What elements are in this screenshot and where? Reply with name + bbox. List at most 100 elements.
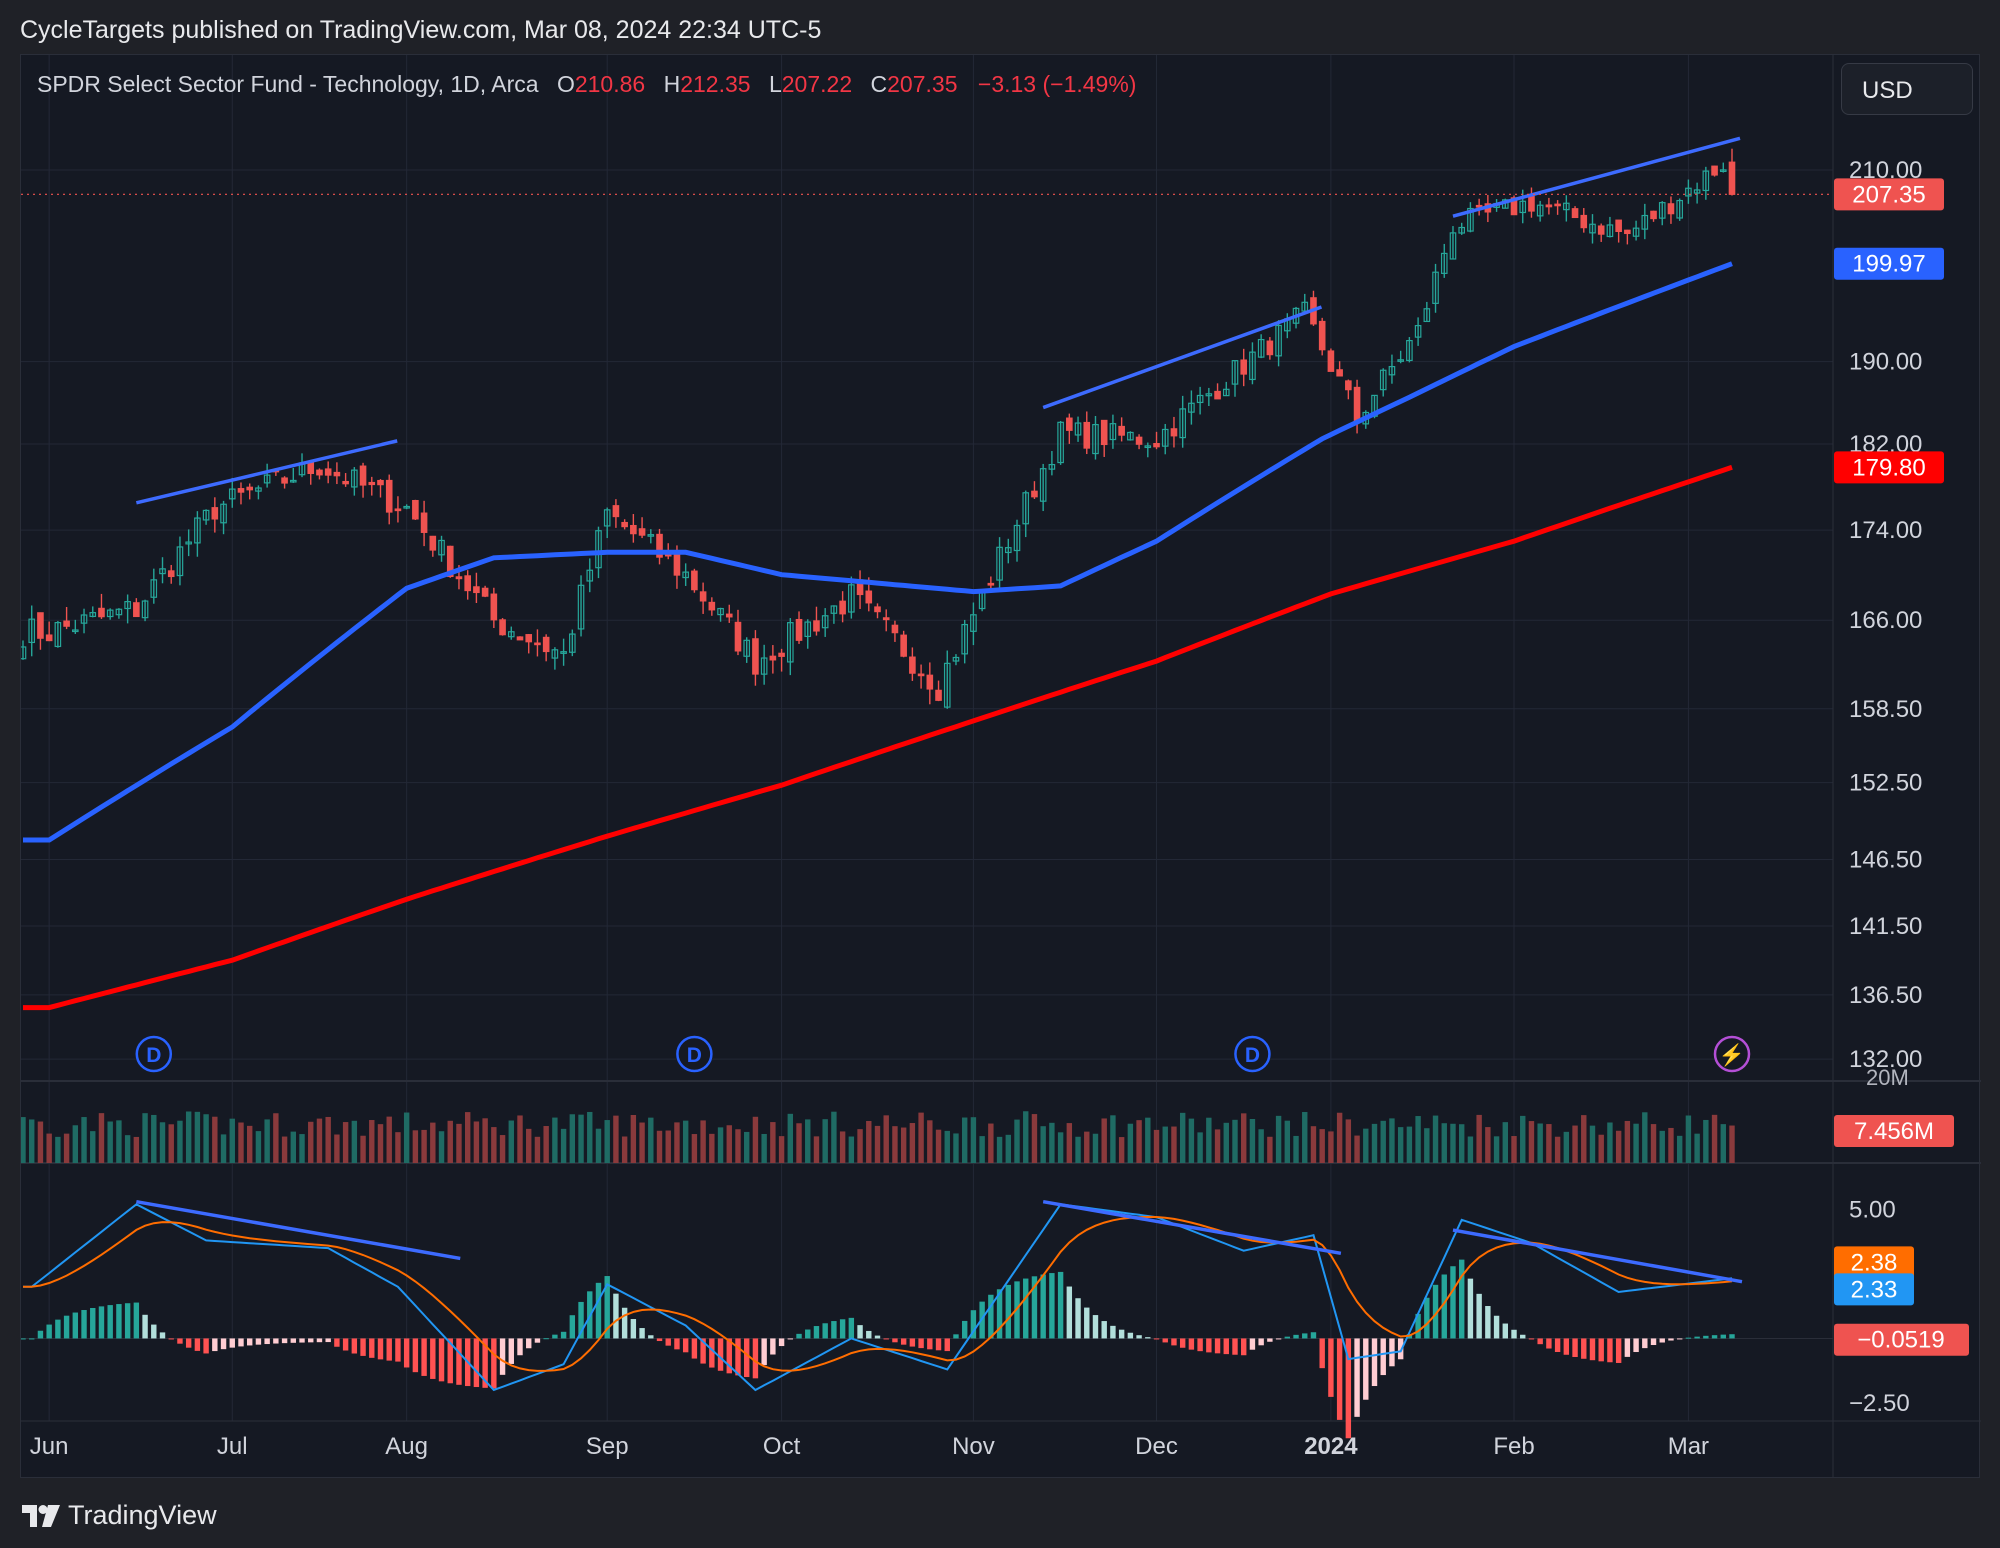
candle-body	[1083, 421, 1091, 449]
candle-body	[106, 609, 114, 618]
candle-body	[1205, 393, 1213, 397]
macd-histogram-bar	[1258, 1338, 1264, 1346]
candle-body	[673, 552, 681, 576]
currency-button[interactable]: USD	[1841, 63, 1973, 115]
macd-histogram-bar	[1188, 1338, 1195, 1350]
price-candle	[1039, 463, 1047, 512]
candle-body	[333, 471, 341, 477]
volume-bar	[1581, 1115, 1587, 1163]
volume-bar	[613, 1115, 619, 1163]
price-candle	[220, 500, 227, 535]
volume-bar	[1293, 1135, 1299, 1163]
price-candle	[1536, 200, 1544, 222]
candle-body	[1597, 225, 1605, 235]
volume-bar	[229, 1118, 235, 1163]
candle-body	[647, 534, 655, 537]
macd-histogram-bar	[883, 1338, 889, 1340]
volume-bar	[1197, 1132, 1203, 1163]
candle-body	[1074, 422, 1082, 436]
price-candle	[1624, 229, 1631, 245]
price-tick-label: 158.50	[1849, 696, 1922, 723]
macd-histogram-bar	[927, 1338, 933, 1350]
candle-body	[1414, 325, 1422, 338]
time-axis-label: Aug	[385, 1433, 428, 1460]
price-candle	[1467, 202, 1474, 233]
candle-body	[804, 621, 812, 638]
macd-histogram-bar	[1668, 1338, 1674, 1341]
macd-histogram-bar	[988, 1294, 994, 1339]
price-candle	[159, 557, 166, 584]
price-candle	[1589, 214, 1596, 244]
macd-histogram-bar	[430, 1338, 436, 1379]
candle-body	[150, 579, 158, 598]
macd-histogram-bar	[395, 1338, 401, 1362]
macd-trend-line	[1452, 1228, 1743, 1284]
macd-histogram-bar	[552, 1334, 558, 1339]
histogram-value-tag-box	[1834, 1323, 1969, 1356]
candle-body	[255, 487, 262, 492]
volume-bar	[961, 1117, 968, 1163]
price-candle	[1214, 383, 1221, 400]
volume-tag: 7.456M	[1834, 1115, 1954, 1147]
candle-body	[1144, 445, 1152, 449]
volume-bar	[447, 1120, 453, 1163]
macd-histogram-bar	[1249, 1338, 1256, 1350]
candle-body	[1658, 202, 1666, 219]
macd-histogram-bar	[1432, 1284, 1439, 1339]
macd-histogram-bar	[247, 1338, 253, 1346]
sma200-price-tag-text: 179.80	[1852, 454, 1925, 481]
candle-body	[734, 621, 742, 652]
legend-symbol[interactable]: SPDR Select Sector Fund - Technology, 1D…	[37, 71, 539, 97]
price-candle	[1615, 219, 1622, 243]
macd-histogram-bar	[805, 1329, 811, 1339]
candle-body	[996, 546, 1003, 581]
macd-histogram-bar	[752, 1338, 759, 1379]
volume-bar	[159, 1122, 166, 1163]
candle-body	[1336, 369, 1343, 377]
volume-bar	[29, 1119, 35, 1163]
volume-bar	[1092, 1133, 1099, 1163]
price-candle	[98, 593, 105, 619]
price-candle	[342, 473, 349, 487]
volume-bar	[1554, 1136, 1561, 1163]
volume-bar	[1136, 1120, 1142, 1163]
price-candle	[926, 662, 934, 705]
candle-body	[21, 646, 27, 660]
macd-histogram-bar	[1624, 1338, 1631, 1357]
price-candle	[1711, 165, 1718, 177]
chart-frame[interactable]: 210.00 190.00 182.00 174.00 166.00 158.50 152.…	[20, 54, 1981, 1479]
volume-bar	[621, 1136, 628, 1163]
signal-value-tag-text: 2.38	[1851, 1249, 1898, 1276]
chart-canvas[interactable]: 210.00190.00182.00174.00166.00158.50152.…	[21, 55, 1981, 1479]
macd-histogram-bar	[212, 1338, 218, 1352]
candle-body	[37, 612, 44, 639]
volume-bar	[1066, 1123, 1073, 1163]
volume-bar	[1546, 1124, 1552, 1163]
macd-histogram-bar	[386, 1338, 392, 1361]
macd-histogram-bar	[656, 1338, 663, 1342]
candle-body	[1231, 360, 1239, 385]
candle-body	[1170, 428, 1178, 437]
candle-body	[743, 639, 751, 657]
tradingview-logo[interactable]: TradingView	[22, 1500, 217, 1531]
macd-histogram-bar	[1607, 1338, 1613, 1363]
dividend-marker: D	[676, 1035, 713, 1073]
candle-body	[1327, 350, 1335, 372]
volume-bar	[116, 1120, 122, 1163]
macd-histogram-bar	[1319, 1338, 1325, 1369]
candle-body	[630, 524, 637, 535]
macd-histogram-bar	[1345, 1338, 1352, 1439]
price-candle	[612, 499, 620, 528]
volume-bar	[464, 1112, 471, 1163]
macd-histogram-bar	[1380, 1338, 1386, 1376]
dividend-label: D	[1245, 1044, 1260, 1067]
macd-histogram-bar	[717, 1338, 724, 1371]
candle-body	[1353, 386, 1361, 422]
price-candle	[656, 528, 663, 565]
candle-body	[124, 601, 131, 610]
candle-body	[446, 545, 454, 578]
volume-bar	[883, 1115, 889, 1163]
macd-histogram-bar	[735, 1338, 741, 1376]
price-trend-line	[1452, 136, 1741, 218]
macd-histogram-bar	[377, 1338, 384, 1360]
